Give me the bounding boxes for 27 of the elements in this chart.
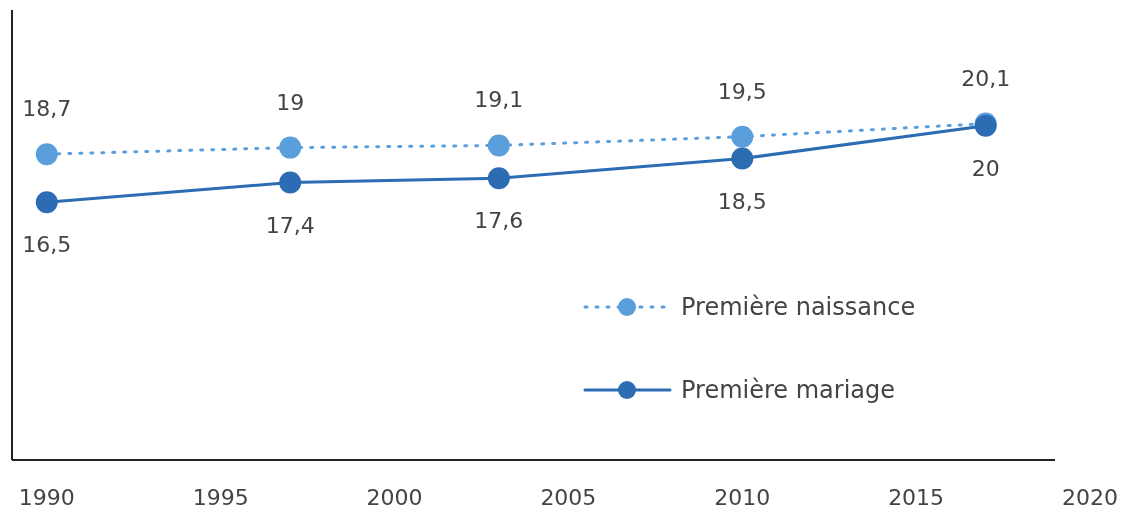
- x-tick-label: 1990: [18, 485, 75, 510]
- point: [279, 171, 302, 194]
- x-tick-label: 2015: [888, 485, 945, 510]
- point: [35, 191, 58, 214]
- x-tick-label: 2010: [714, 485, 771, 510]
- point: [731, 125, 754, 148]
- x-tick-label: 2000: [366, 485, 423, 510]
- data-label: 18,7: [22, 96, 72, 122]
- point: [487, 167, 510, 190]
- x-tick-label: 1995: [192, 485, 249, 510]
- data-label: 20,1: [961, 65, 1011, 91]
- data-label: 17,4: [265, 212, 315, 238]
- data-label: 19,1: [474, 87, 524, 113]
- x-tick-label: 2020: [1062, 485, 1118, 510]
- point: [487, 134, 510, 157]
- data-label: 19,5: [717, 78, 767, 104]
- point: [279, 136, 302, 159]
- data-label: 16,5: [22, 232, 72, 258]
- data-label: 18,5: [717, 188, 767, 214]
- point: [35, 143, 58, 166]
- legend-label: Première mariage: [681, 376, 896, 404]
- data-label: 19: [276, 89, 305, 115]
- point: [731, 147, 754, 170]
- data-label: 17,6: [474, 208, 524, 234]
- data-label: 20: [971, 155, 1000, 181]
- x-tick-label: 2005: [540, 485, 597, 510]
- legend-label: Première naissance: [681, 293, 916, 321]
